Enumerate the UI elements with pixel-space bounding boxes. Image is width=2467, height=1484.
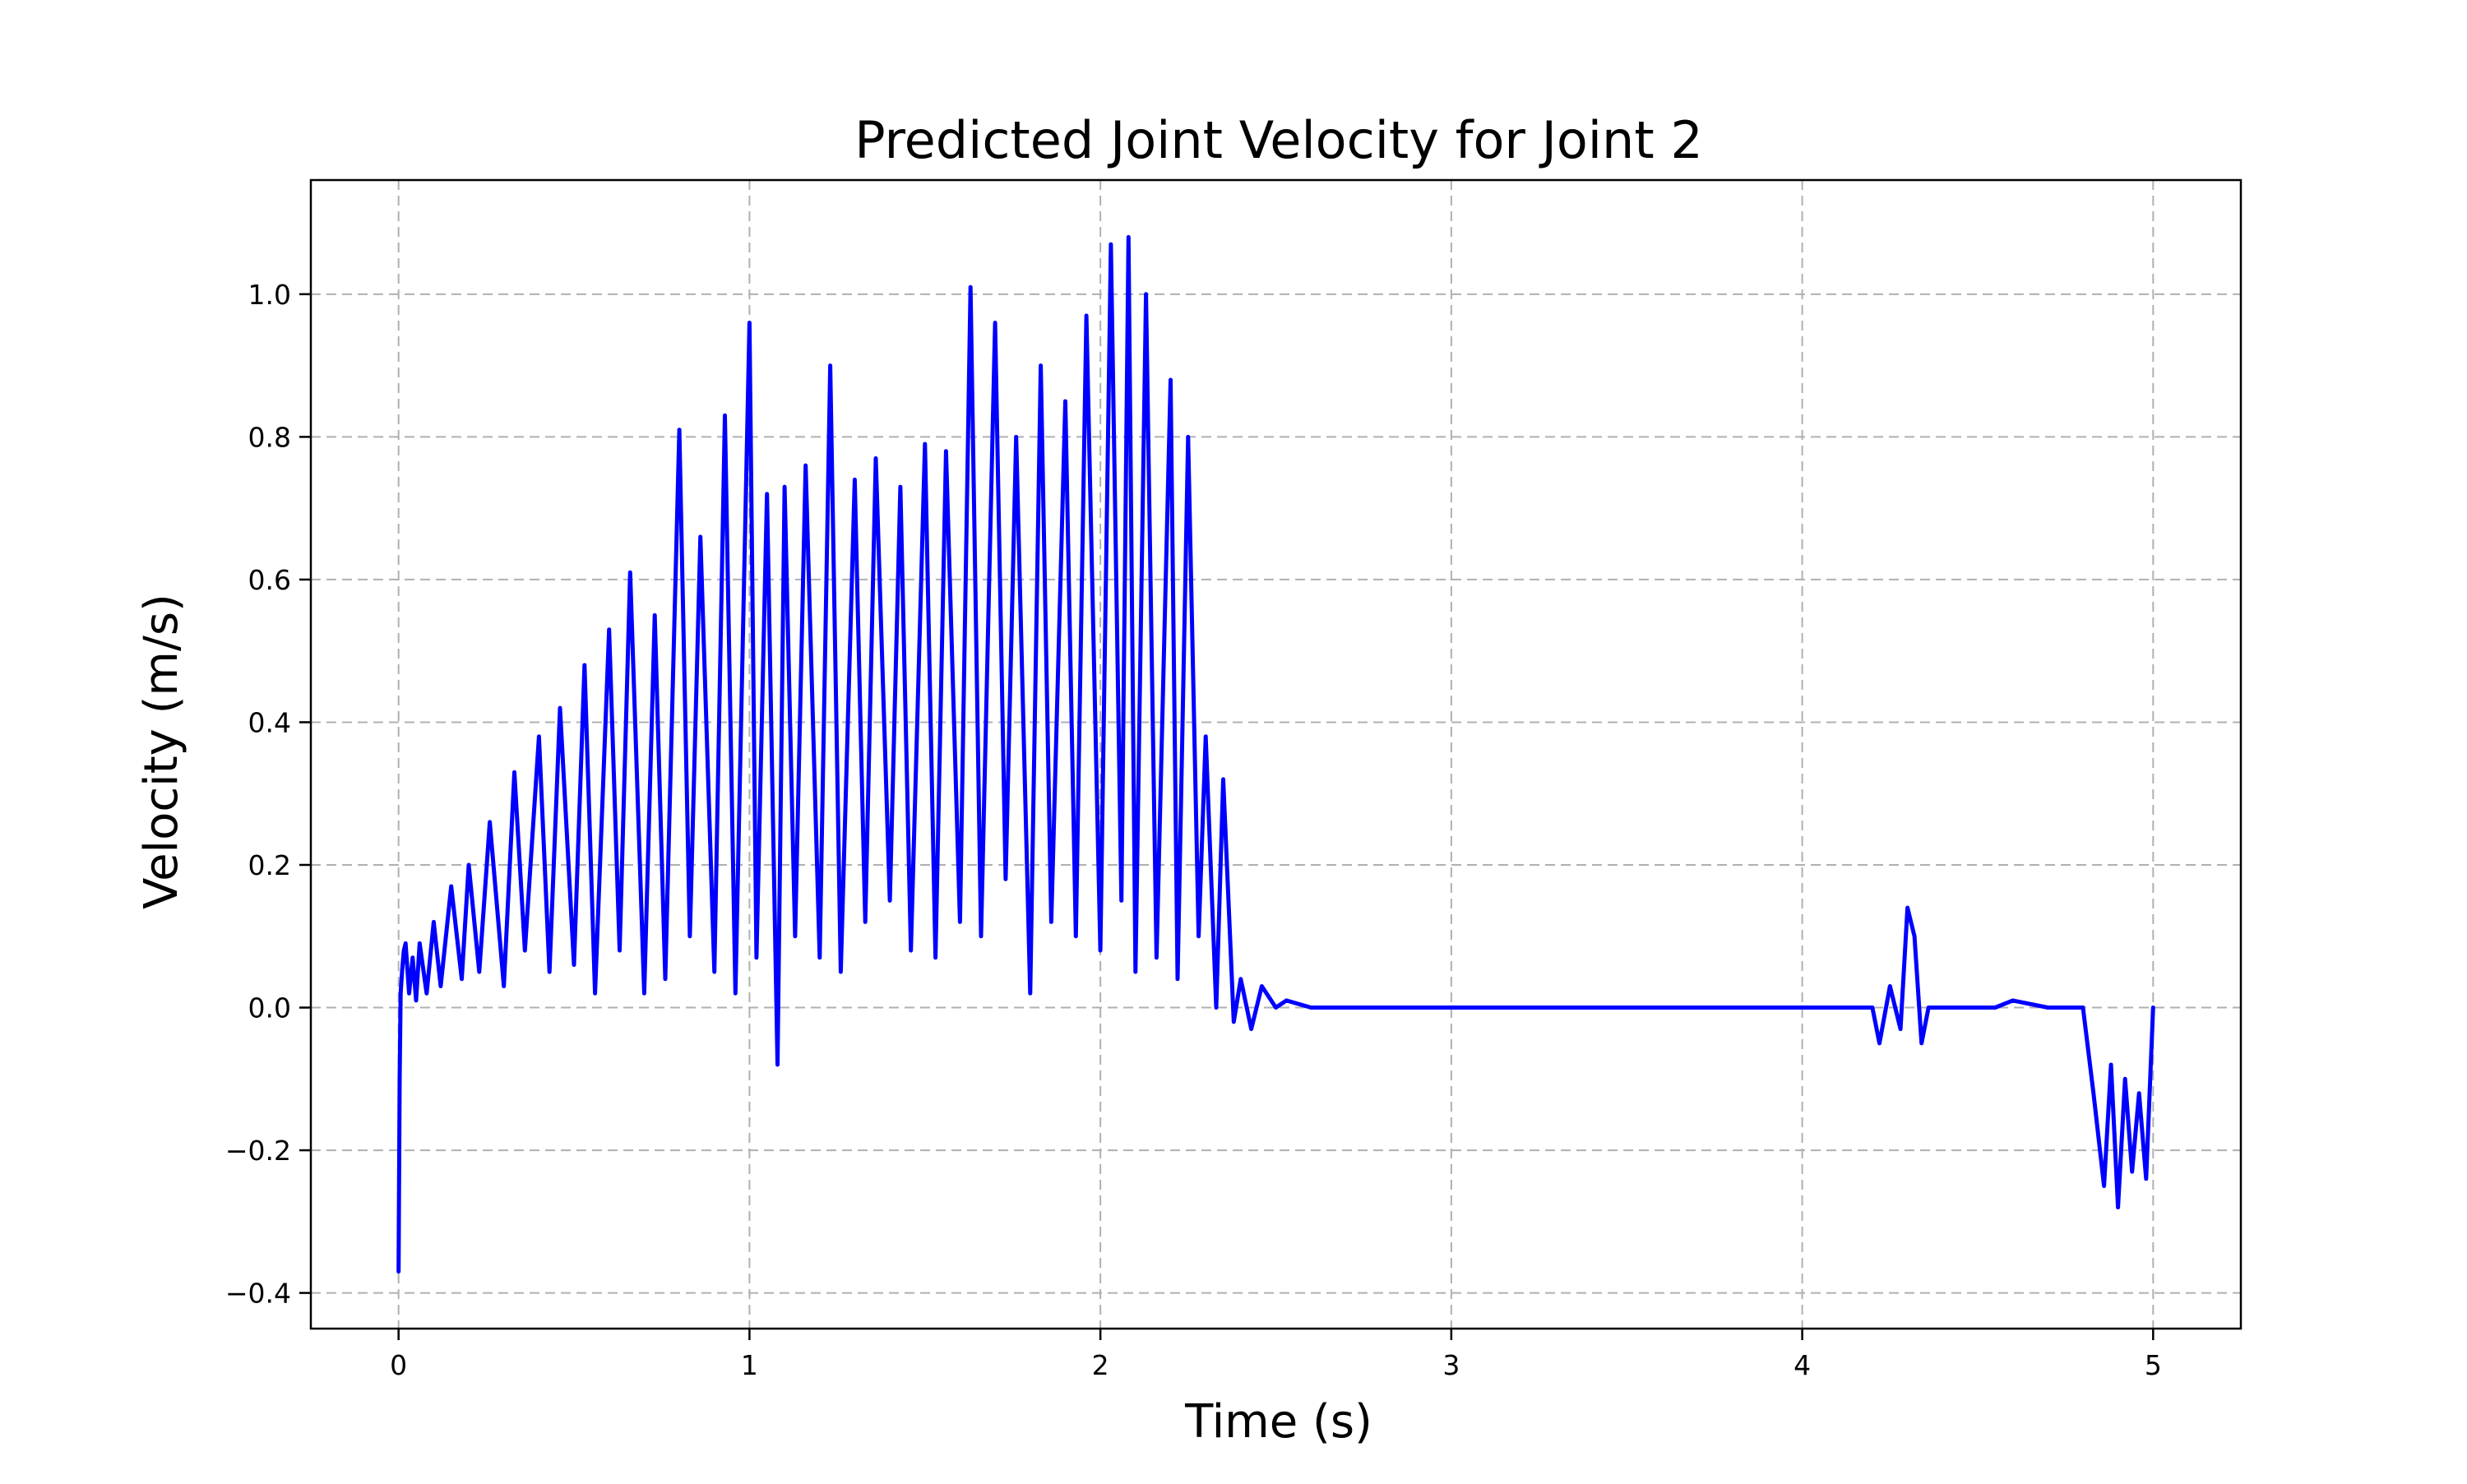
plot-area: 0 1 2 3 4 5 −0.4 −0.2 0.0 0.2 0.4 0.6 0.8 1.0	[225, 178, 2243, 1381]
x-axis-label: Time (s)	[1184, 1395, 1372, 1449]
y-axis-label: Velocity (m/s)	[135, 594, 188, 909]
axes-frame	[309, 178, 2243, 1330]
x-tick-label: 0	[390, 1349, 407, 1381]
x-tick-label: 1	[741, 1349, 758, 1381]
x-tick-label: 2	[1092, 1349, 1109, 1381]
y-tick-label: 0.8	[248, 421, 291, 453]
x-tick-label: 5	[2145, 1349, 2162, 1381]
x-tick-label: 4	[1794, 1349, 1811, 1381]
y-tick-label: −0.2	[225, 1135, 291, 1167]
y-tick-label: 0.2	[248, 849, 291, 881]
y-tick-label: 1.0	[248, 279, 291, 311]
y-tick-label: 0.6	[248, 564, 291, 596]
y-tick-label: 0.4	[248, 706, 291, 738]
series-line	[396, 234, 2155, 1274]
y-tick-label: −0.4	[225, 1278, 291, 1310]
chart-title: Predicted Joint Velocity for Joint 2	[854, 110, 1703, 170]
y-tick-label: 0.0	[248, 992, 291, 1024]
x-tick-label: 3	[1442, 1349, 1460, 1381]
